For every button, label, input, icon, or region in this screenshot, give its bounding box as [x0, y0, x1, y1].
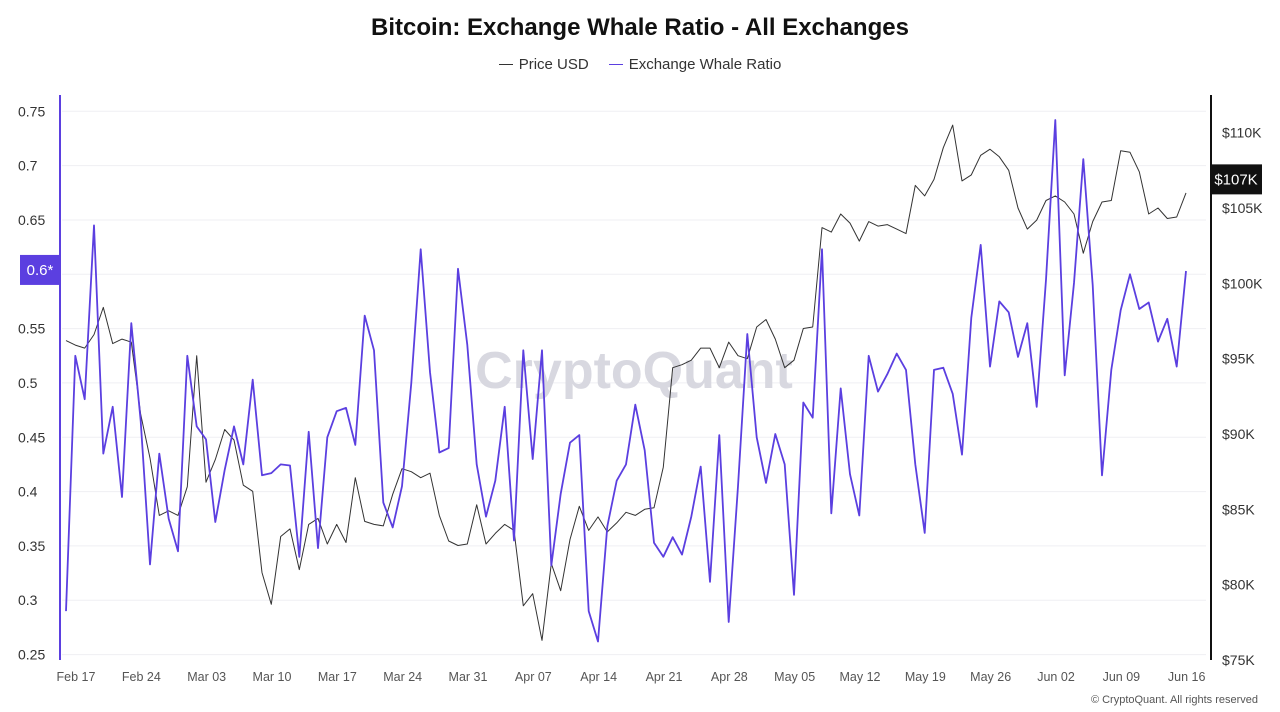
chart-title: Bitcoin: Exchange Whale Ratio - All Exch…	[371, 14, 909, 41]
x-tick-label: May 26	[970, 670, 1011, 684]
x-tick-label: May 05	[774, 670, 815, 684]
x-axis: Feb 17 Feb 24 Mar 03 Mar 10 Mar 17 Mar 24 Mar …	[57, 670, 1206, 684]
x-tick-label: Jun 02	[1037, 670, 1075, 684]
x-tick-label: Mar 24	[383, 670, 422, 684]
right-tick-label: $85K	[1222, 501, 1255, 517]
x-tick-label: Apr 28	[711, 670, 748, 684]
right-tick-label: $80K	[1222, 577, 1255, 593]
legend-label-price: Price USD	[518, 56, 589, 73]
legend-label-whale-ratio: Exchange Whale Ratio	[628, 56, 782, 73]
left-tick-label: 0.25	[18, 647, 45, 663]
legend-swatch-whale-ratio	[608, 64, 623, 65]
x-tick-label: Jun 16	[1168, 670, 1206, 684]
x-tick-label: Apr 14	[580, 670, 617, 684]
left-tick-label: 0.5	[18, 375, 38, 391]
x-tick-label: Apr 21	[646, 670, 683, 684]
left-tick-label: 0.4	[18, 484, 38, 500]
watermark: CryptoQuant	[475, 342, 793, 400]
legend: Price USD Exchange Whale Ratio	[0, 56, 1280, 73]
gridlines	[62, 110, 1206, 656]
left-current-value-badge	[20, 254, 60, 285]
left-tick-label: 0.55	[18, 321, 45, 337]
right-tick-label: $110K	[1222, 125, 1262, 141]
right-tick-label: $75K	[1222, 652, 1255, 668]
right-tick-label: $105K	[1222, 200, 1263, 216]
right-tick-label: $100K	[1222, 275, 1263, 291]
x-tick-label: Feb 17	[57, 670, 96, 684]
legend-item-whale-ratio[interactable]: Exchange Whale Ratio	[608, 56, 782, 73]
price-usd-line[interactable]	[65, 124, 1187, 641]
left-tick-label: 0.65	[18, 212, 45, 228]
right-axis: $110K $105K $100K $95K $90K $85K $80K $75K	[1210, 95, 1263, 668]
series-layer	[65, 119, 1187, 643]
x-tick-label: Mar 31	[449, 670, 488, 684]
x-tick-label: Jun 09	[1103, 670, 1141, 684]
right-current-value-badge	[1210, 164, 1262, 195]
x-tick-label: Feb 24	[122, 670, 161, 684]
legend-swatch-price	[498, 64, 513, 65]
x-tick-label: May 12	[840, 670, 881, 684]
value-badges: 0.6* $107K	[20, 164, 1262, 285]
left-tick-label: 0.3	[18, 592, 38, 608]
right-tick-label: $90K	[1222, 426, 1255, 442]
left-tick-label: 0.75	[18, 103, 45, 119]
left-axis: 0.75 0.7 0.65 0.55 0.5 0.45 0.4 0.35 0.3 0.25	[18, 95, 61, 663]
left-tick-label: 0.7	[18, 158, 38, 174]
legend-item-price[interactable]: Price USD	[498, 56, 589, 73]
copyright-notice: © CryptoQuant. All rights reserved	[1090, 694, 1258, 706]
x-tick-label: Mar 10	[253, 670, 292, 684]
left-current-value-label: 0.6*	[27, 262, 54, 279]
x-tick-label: Mar 03	[187, 670, 226, 684]
x-tick-label: Apr 07	[515, 670, 552, 684]
left-tick-label: 0.35	[18, 538, 45, 554]
right-current-value-label: $107K	[1214, 171, 1257, 188]
left-tick-label: 0.45	[18, 429, 45, 445]
right-tick-label: $95K	[1222, 351, 1255, 367]
exchange-whale-ratio-line[interactable]	[65, 119, 1187, 643]
x-tick-label: Mar 17	[318, 670, 357, 684]
x-tick-label: May 19	[905, 670, 946, 684]
